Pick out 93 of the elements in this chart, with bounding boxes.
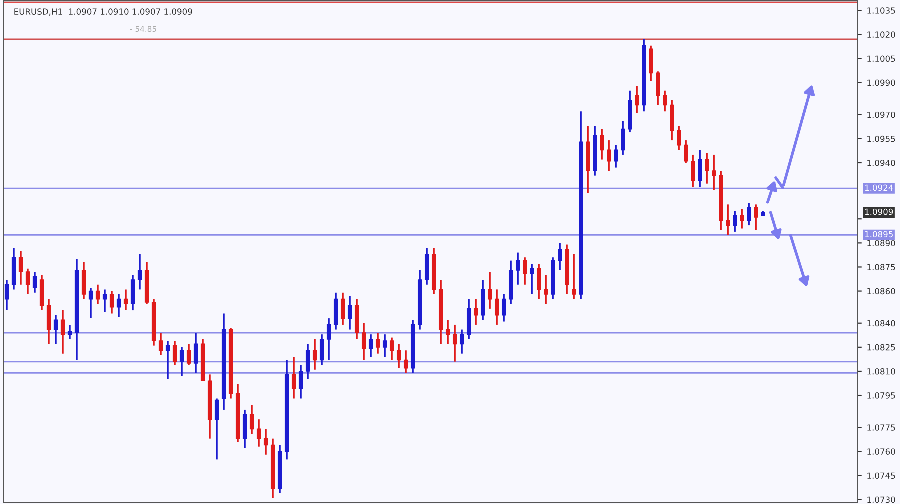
candlestick [362, 322, 366, 362]
candlestick [26, 268, 30, 296]
candlestick [446, 319, 450, 345]
candlestick [488, 271, 492, 310]
candlestick [733, 210, 738, 233]
candlestick [312, 338, 318, 371]
candlestick [124, 288, 128, 312]
y-tick-label: 1.0730 [868, 496, 896, 504]
y-tick-label: 1.0860 [868, 288, 896, 295]
candlestick [158, 332, 164, 356]
candlestick [250, 404, 254, 435]
y-tick-label: 1.1035 [868, 8, 896, 14]
candlestick [663, 90, 668, 112]
candlestick [684, 140, 688, 164]
y-tick-label: 1.1020 [868, 32, 896, 38]
candlestick [396, 343, 402, 370]
candlestick [494, 288, 500, 326]
candlestick [102, 288, 108, 313]
candlestick [292, 356, 296, 400]
candlestick [522, 256, 528, 286]
candlestick [172, 340, 178, 366]
candlestick [536, 263, 542, 300]
candlestick [740, 208, 744, 230]
ref-line-label: 1.0924 [865, 184, 894, 192]
candlestick [166, 340, 170, 380]
candlestick [214, 398, 220, 460]
y-tick-label: 1.0990 [868, 80, 896, 86]
candlestick [4, 279, 10, 312]
candlestick [32, 271, 38, 294]
y-tick-label: 1.0825 [868, 344, 896, 351]
candlestick [572, 254, 576, 300]
candlestick [558, 242, 562, 272]
ref-line-label: 1.0895 [865, 231, 893, 238]
y-tick-label: 1.0890 [868, 240, 896, 246]
text: EURUSD,H1 1.0907 1.0910 1.0907 1.0909 [14, 8, 192, 16]
candlestick [726, 204, 730, 236]
candlestick [368, 334, 374, 358]
candlestick [635, 85, 640, 114]
candlestick [460, 329, 464, 355]
candlestick [348, 295, 352, 331]
candlestick [68, 324, 72, 340]
y-tick-label: 1.0840 [868, 320, 896, 327]
y-tick-label: 1.1005 [868, 56, 896, 62]
candlestick [138, 254, 142, 290]
candlestick [376, 332, 380, 355]
candlestick [691, 154, 696, 188]
text: 1.0909 [865, 208, 894, 216]
y-tick-label: 1.0810 [868, 368, 896, 375]
candlestick [18, 250, 24, 286]
candlestick [340, 292, 346, 326]
candlestick [712, 154, 716, 192]
candlestick [298, 364, 304, 400]
candlestick [614, 144, 618, 169]
y-tick-label: 1.0955 [868, 136, 896, 142]
candlestick [474, 298, 478, 326]
candlestick [600, 128, 604, 161]
candlestick [698, 149, 702, 188]
y-tick-label: 1.0760 [868, 448, 896, 455]
candlestick [754, 204, 758, 232]
candlestick [256, 418, 262, 448]
candlestick [516, 252, 520, 286]
candlestick [544, 274, 548, 305]
candlestick [530, 263, 534, 296]
candlestick [656, 70, 660, 106]
candlestick [320, 334, 324, 366]
candlestick [621, 120, 626, 156]
y-tick-label: 1.0940 [868, 160, 896, 166]
candlestick [502, 294, 506, 323]
candlestick [607, 140, 612, 172]
candlestick [116, 294, 122, 318]
y-tick-label: 1.0970 [868, 112, 896, 118]
candlestick [60, 310, 66, 355]
candlestick [306, 343, 310, 380]
candlestick [677, 125, 682, 151]
candlestick [705, 152, 710, 185]
candlestick [326, 318, 332, 362]
candlestick [180, 346, 184, 378]
candlestick [390, 337, 394, 362]
candlestick [110, 290, 114, 315]
candlestick [96, 284, 100, 305]
candlestick [88, 287, 94, 320]
candlestick [194, 332, 198, 374]
candlestick [264, 428, 268, 456]
candlestick [54, 314, 58, 345]
y-tick-label: 1.0875 [868, 264, 896, 271]
y-tick-label: 1.0775 [868, 424, 896, 431]
candlestick [186, 343, 192, 366]
candlestick [747, 202, 752, 226]
candlestick [382, 334, 388, 358]
candlestick [452, 324, 458, 363]
y-tick-label: 1.0795 [868, 392, 896, 399]
candlestick [404, 350, 408, 374]
y-tick-label: 1.0745 [868, 472, 896, 480]
